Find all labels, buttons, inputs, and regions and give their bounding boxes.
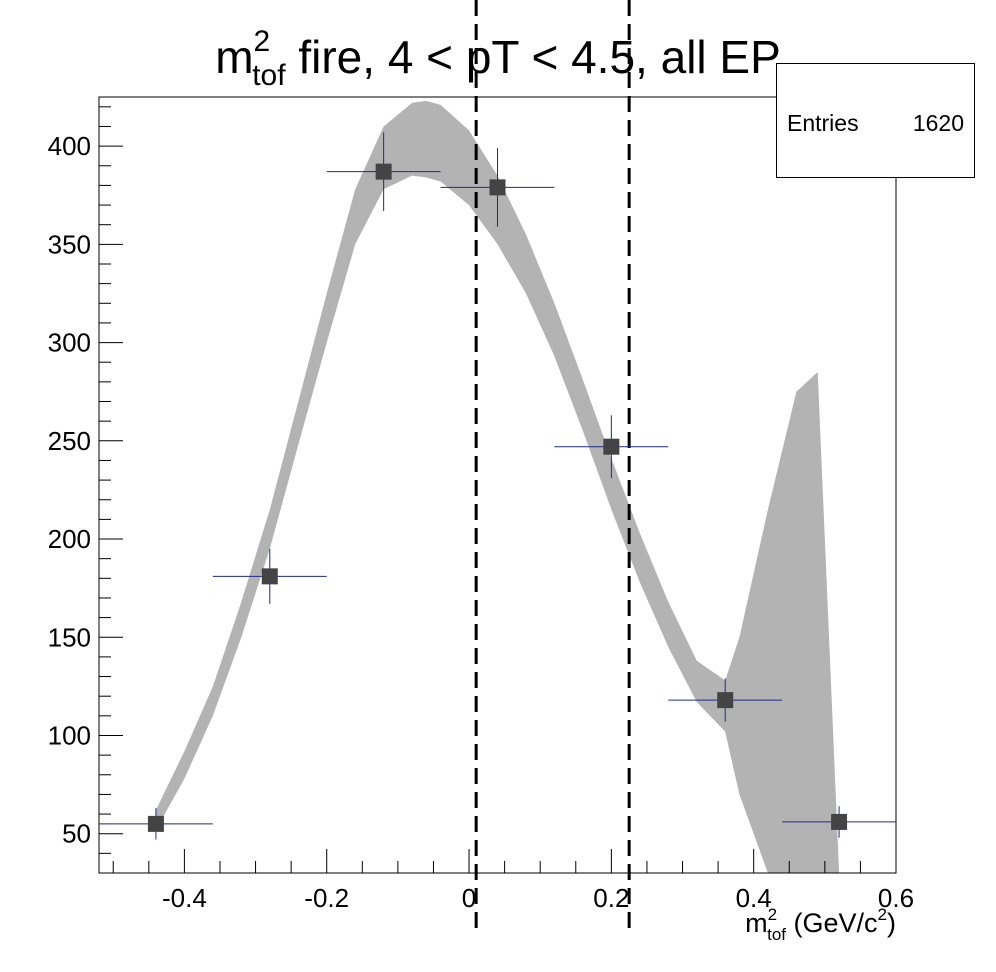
y-tick-label: 400 [48, 131, 91, 161]
x-axis-label: m2tof (GeV/c2) [745, 905, 896, 944]
chart-title: m2tof fire, 4 < pT < 4.5, all EP [0, 25, 996, 92]
y-tick-label: 350 [48, 229, 91, 259]
plot-frame [98, 96, 897, 874]
stats-box: Entries 1620 [776, 63, 975, 178]
stats-value: 1620 [912, 110, 964, 136]
data-point [717, 692, 734, 709]
stats-label: Entries [787, 110, 859, 136]
y-tick-label: 150 [48, 622, 91, 652]
data-point [489, 179, 506, 196]
title-sup: 2 [253, 25, 271, 58]
x-tick-label: -0.4 [162, 883, 207, 913]
data-point [261, 568, 278, 585]
xlabel-sub: tof [767, 925, 786, 944]
x-tick-label: 0 [462, 883, 476, 913]
y-tick-label: 200 [48, 524, 91, 554]
y-tick-label: 50 [62, 819, 91, 849]
title-rest: fire, 4 < pT < 4.5, all EP [285, 31, 781, 83]
fit-band [155, 100, 840, 873]
x-tick-label: 0.6 [878, 883, 914, 913]
xlabel-sup: 2 [767, 905, 778, 924]
y-tick-label: 300 [48, 328, 91, 358]
y-tick-label: 250 [48, 426, 91, 456]
title-base: m [215, 31, 254, 83]
xlabel-base: m [745, 908, 768, 938]
x-tick-label: -0.2 [304, 883, 349, 913]
data-point [147, 815, 164, 832]
y-tick-label: 100 [48, 720, 91, 750]
data-point [603, 438, 620, 455]
xlabel-unit-open: (GeV/c [786, 908, 878, 938]
data-point [375, 163, 392, 180]
xlabel-unit-sup: 2 [877, 905, 887, 924]
xlabel-unit-close: ) [887, 908, 896, 938]
data-point [831, 813, 848, 830]
x-tick-label: 0.4 [736, 883, 772, 913]
x-tick-label: 0.2 [593, 883, 629, 913]
title-sub: tof [252, 59, 286, 92]
